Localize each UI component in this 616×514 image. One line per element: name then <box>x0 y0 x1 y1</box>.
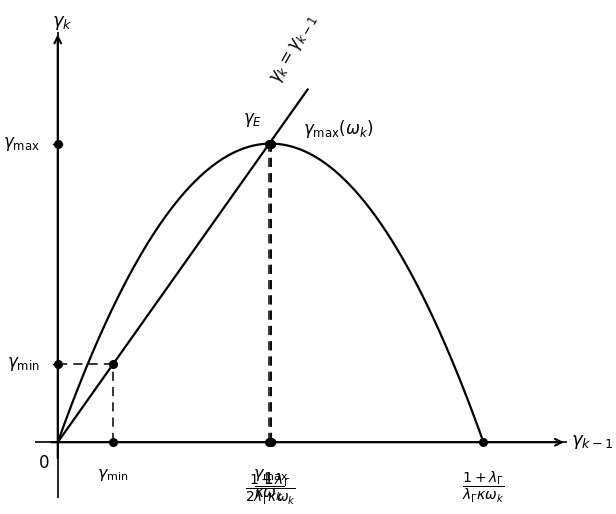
Text: $\gamma_E$: $\gamma_E$ <box>243 111 262 128</box>
Text: $\gamma_{\mathrm{max}}$: $\gamma_{\mathrm{max}}$ <box>253 467 288 483</box>
Text: $\gamma_{\mathrm{max}}(\omega_k)$: $\gamma_{\mathrm{max}}(\omega_k)$ <box>303 118 373 140</box>
Text: $\gamma_k$: $\gamma_k$ <box>52 14 73 32</box>
Text: $\dfrac{1+\lambda_{\Gamma}}{2\lambda_{\Gamma}\kappa\omega_k}$: $\dfrac{1+\lambda_{\Gamma}}{2\lambda_{\G… <box>245 472 296 507</box>
Text: $\gamma_{k-1}$: $\gamma_{k-1}$ <box>572 433 614 451</box>
Text: $\dfrac{1}{\kappa\omega_k}$: $\dfrac{1}{\kappa\omega_k}$ <box>254 470 285 503</box>
Text: $\dfrac{1+\lambda_{\Gamma}}{\lambda_{\Gamma}\kappa\omega_k}$: $\dfrac{1+\lambda_{\Gamma}}{\lambda_{\Ga… <box>462 470 505 505</box>
Text: $\gamma_k = \gamma_{k-1}$: $\gamma_k = \gamma_{k-1}$ <box>267 11 320 87</box>
Text: $0$: $0$ <box>38 454 49 472</box>
Text: $\gamma_{\mathrm{max}}$: $\gamma_{\mathrm{max}}$ <box>3 135 40 153</box>
Text: $\gamma_{\mathrm{min}}$: $\gamma_{\mathrm{min}}$ <box>7 355 40 373</box>
Text: $\gamma_{\mathrm{min}}$: $\gamma_{\mathrm{min}}$ <box>97 467 129 483</box>
